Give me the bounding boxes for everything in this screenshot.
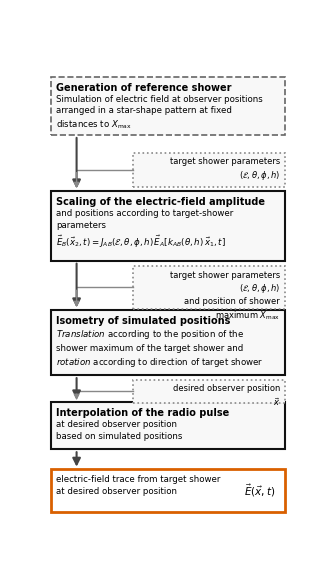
FancyBboxPatch shape — [133, 266, 285, 309]
Text: at desired observer position
based on simulated positions: at desired observer position based on si… — [56, 420, 183, 441]
Text: Generation of reference shower: Generation of reference shower — [56, 83, 232, 93]
Text: Isometry of simulated positions: Isometry of simulated positions — [56, 316, 231, 326]
Text: Interpolation of the radio pulse: Interpolation of the radio pulse — [56, 408, 230, 418]
FancyBboxPatch shape — [133, 153, 285, 187]
Text: Simulation of electric field at observer positions
arranged in a star-shape patt: Simulation of electric field at observer… — [56, 94, 263, 131]
Text: target shower parameters
$(\mathcal{E}, \theta, \phi, h)$: target shower parameters $(\mathcal{E}, … — [170, 157, 280, 182]
FancyBboxPatch shape — [51, 402, 285, 449]
FancyBboxPatch shape — [133, 380, 285, 403]
Text: electric-field trace from target shower
at desired observer position: electric-field trace from target shower … — [56, 475, 221, 496]
Text: and positions according to target-shower
parameters
$\vec{E}_B(\vec{x}_2, t) = J: and positions according to target-shower… — [56, 209, 234, 250]
FancyBboxPatch shape — [51, 310, 285, 375]
Text: target shower parameters
$(\mathcal{E}, \theta, \phi, h)$
and position of shower: target shower parameters $(\mathcal{E}, … — [170, 271, 280, 322]
FancyBboxPatch shape — [51, 469, 285, 512]
FancyBboxPatch shape — [51, 191, 285, 261]
Text: Scaling of the electric-field amplitude: Scaling of the electric-field amplitude — [56, 197, 265, 207]
Text: desired observer position
$\vec{x}$: desired observer position $\vec{x}$ — [173, 384, 280, 408]
Text: $\mathit{Translation}$ according to the position of the
shower maximum of the ta: $\mathit{Translation}$ according to the … — [56, 328, 264, 368]
FancyBboxPatch shape — [51, 77, 285, 135]
Text: $\vec{E}(\vec{x}, t)$: $\vec{E}(\vec{x}, t)$ — [244, 483, 275, 499]
